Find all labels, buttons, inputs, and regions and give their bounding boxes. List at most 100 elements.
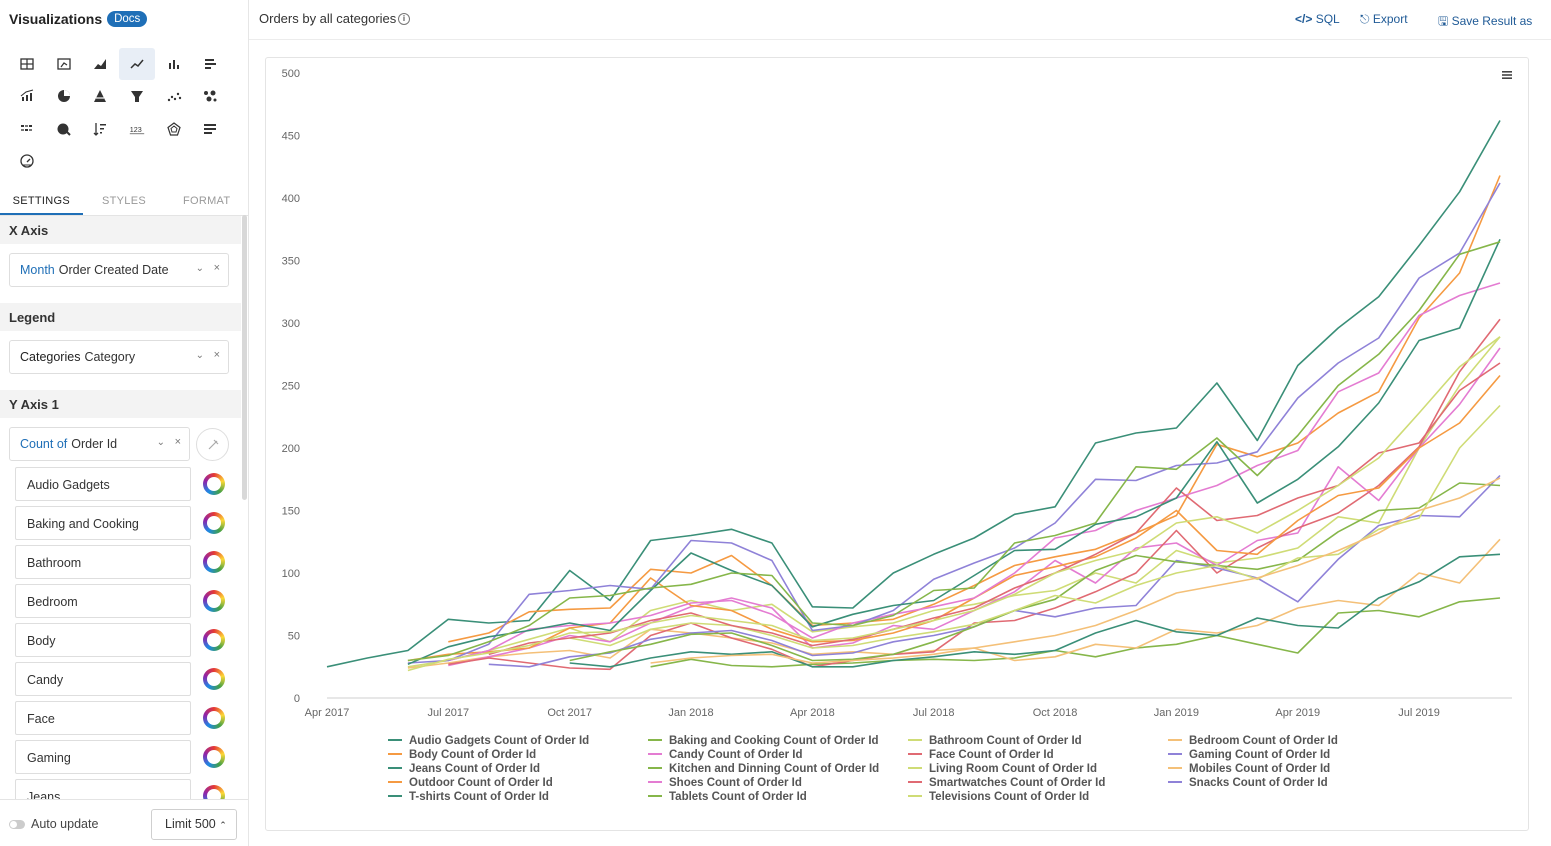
legend-entry[interactable]: Outdoor Count of Order Id xyxy=(409,777,553,789)
pin-button[interactable] xyxy=(196,428,229,461)
radar-chart-icon[interactable] xyxy=(156,113,192,145)
sorted-bar-icon[interactable] xyxy=(82,113,118,145)
panel-scrollbar[interactable] xyxy=(242,215,247,500)
tab-settings[interactable]: SETTINGS xyxy=(0,186,83,215)
color-picker-icon[interactable] xyxy=(203,512,225,534)
color-picker-icon[interactable] xyxy=(203,473,225,495)
pivot-table-icon[interactable] xyxy=(46,48,82,80)
series-line[interactable] xyxy=(407,336,1501,668)
legend-entry[interactable]: Face Count of Order Id xyxy=(929,749,1054,761)
legend-entry[interactable]: Living Room Count of Order Id xyxy=(929,763,1097,775)
info-icon[interactable]: i xyxy=(398,13,410,25)
series-line[interactable] xyxy=(448,318,1501,671)
color-picker-icon[interactable] xyxy=(203,629,225,651)
legend-entry[interactable]: Televisions Count of Order Id xyxy=(929,791,1089,803)
save-result-button[interactable]: 🖫 Save Result as xyxy=(1438,12,1532,33)
x-tick-label: Jul 2017 xyxy=(428,707,470,719)
series-line[interactable] xyxy=(650,597,1501,668)
legend-entry[interactable]: Tablets Count of Order Id xyxy=(669,791,807,803)
color-picker-icon[interactable] xyxy=(203,746,225,768)
legend-entry[interactable]: Audio Gadgets Count of Order Id xyxy=(409,735,589,747)
x-tick-label: Apr 2017 xyxy=(305,707,350,719)
legend-entry[interactable]: Shoes Count of Order Id xyxy=(669,777,802,789)
close-icon[interactable]: × xyxy=(213,349,220,361)
line-chart-icon[interactable] xyxy=(119,48,155,80)
limit-button[interactable]: Limit 500 ⌃ xyxy=(151,809,237,840)
y-tick-label: 150 xyxy=(282,506,300,518)
area-chart-icon[interactable] xyxy=(82,48,118,80)
series-line[interactable] xyxy=(448,175,1501,643)
chevron-down-icon[interactable]: ⌄ xyxy=(195,350,204,361)
color-picker-icon[interactable] xyxy=(203,668,225,690)
funnel-chart-icon[interactable] xyxy=(119,80,155,112)
tab-styles[interactable]: STYLES xyxy=(102,195,146,207)
color-picker-icon[interactable] xyxy=(203,785,225,799)
x-axis-field[interactable]: Month Order Created Date ⌄ × xyxy=(9,253,229,287)
legend-entry[interactable]: Body Count of Order Id xyxy=(409,749,536,761)
series-line[interactable] xyxy=(650,477,1501,664)
x-tick-label: Oct 2017 xyxy=(547,707,592,719)
series-line[interactable] xyxy=(569,404,1501,649)
bubble-chart-icon[interactable] xyxy=(192,80,228,112)
number-card-icon[interactable]: 123 xyxy=(119,113,155,145)
chart-title[interactable]: Orders by all categories xyxy=(259,11,397,26)
series-line[interactable] xyxy=(569,482,1501,662)
series-line[interactable] xyxy=(488,474,1501,668)
x-axis-qualifier[interactable]: Month xyxy=(20,263,55,277)
x-tick-label: Jan 2019 xyxy=(1154,707,1199,719)
category-label: Bedroom xyxy=(15,584,191,618)
series-line[interactable] xyxy=(569,553,1501,668)
auto-update-toggle[interactable] xyxy=(9,820,25,829)
legend-entry[interactable]: T-shirts Count of Order Id xyxy=(409,791,549,803)
series-line[interactable] xyxy=(407,182,1501,664)
color-picker-icon[interactable] xyxy=(203,590,225,612)
legend-entry[interactable]: Gaming Count of Order Id xyxy=(1189,749,1330,761)
legend-entry[interactable]: Candy Count of Order Id xyxy=(669,749,803,761)
series-line[interactable] xyxy=(407,336,1501,672)
series-line[interactable] xyxy=(407,241,1501,662)
docs-badge[interactable]: Docs xyxy=(107,11,148,27)
series-line[interactable] xyxy=(407,238,1501,666)
hamburger-menu-icon[interactable] xyxy=(1501,70,1513,80)
legend-entry[interactable]: Jeans Count of Order Id xyxy=(409,763,540,775)
series-line[interactable] xyxy=(326,120,1501,668)
pyramid-chart-icon[interactable] xyxy=(82,80,118,112)
scatter-chart-icon[interactable] xyxy=(156,80,192,112)
pie-chart-icon[interactable] xyxy=(46,80,82,112)
geo-map-icon[interactable] xyxy=(46,113,82,145)
close-icon[interactable]: × xyxy=(213,262,220,274)
series-line[interactable] xyxy=(448,347,1501,667)
table-chart-icon[interactable] xyxy=(9,48,45,80)
legend-entry[interactable]: Smartwatches Count of Order Id xyxy=(929,777,1105,789)
color-picker-icon[interactable] xyxy=(203,551,225,573)
chevron-down-icon[interactable]: ⌄ xyxy=(156,437,165,448)
color-picker-icon[interactable] xyxy=(203,707,225,729)
export-button[interactable]: ⎋ Export xyxy=(1360,12,1408,27)
sql-button[interactable]: </> SQL xyxy=(1295,12,1340,26)
y-axis-qualifier[interactable]: Count of xyxy=(20,437,68,451)
y-axis-field[interactable]: Count of Order Id ⌄ × xyxy=(9,427,190,461)
limit-label: Limit 500 xyxy=(165,817,216,831)
series-line[interactable] xyxy=(488,362,1501,656)
legend-entry[interactable]: Kitchen and Dinning Count of Order Id xyxy=(669,763,879,775)
chevron-down-icon[interactable]: ⌄ xyxy=(195,263,204,274)
tab-format[interactable]: FORMAT xyxy=(182,195,231,207)
save-icon: 🖫 xyxy=(1438,14,1449,28)
bar-chart-icon[interactable] xyxy=(192,48,228,80)
progress-bar-icon[interactable] xyxy=(192,113,228,145)
list-item: Body xyxy=(15,623,235,657)
series-line[interactable] xyxy=(448,282,1501,662)
legend-entry[interactable]: Bedroom Count of Order Id xyxy=(1189,735,1338,747)
close-icon[interactable]: × xyxy=(174,436,181,448)
legend-field[interactable]: Categories Category ⌄ × xyxy=(9,340,229,374)
gauge-chart-icon[interactable] xyxy=(9,145,45,177)
series-line[interactable] xyxy=(407,538,1501,669)
legend-entry[interactable]: Mobiles Count of Order Id xyxy=(1189,763,1330,775)
combo-chart-icon[interactable] xyxy=(9,80,45,112)
column-chart-icon[interactable] xyxy=(156,48,192,80)
heatmap-chart-icon[interactable] xyxy=(9,113,45,145)
legend-entry[interactable]: Bathroom Count of Order Id xyxy=(929,735,1082,747)
legend-entry[interactable]: Baking and Cooking Count of Order Id xyxy=(669,735,879,747)
series-line[interactable] xyxy=(407,374,1501,662)
legend-entry[interactable]: Snacks Count of Order Id xyxy=(1189,777,1328,789)
